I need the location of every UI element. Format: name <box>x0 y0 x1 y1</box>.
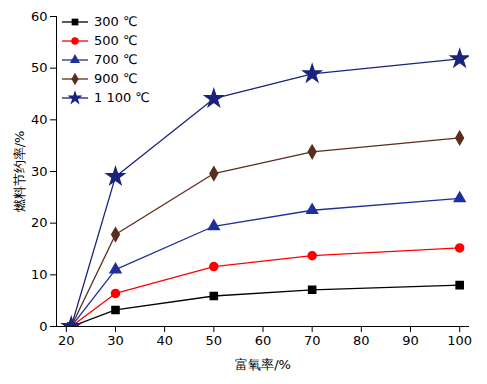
svg-text:90: 90 <box>402 333 419 348</box>
svg-text:10: 10 <box>31 267 48 282</box>
svg-text:60: 60 <box>255 333 272 348</box>
svg-text:30: 30 <box>107 333 124 348</box>
svg-text:80: 80 <box>353 333 370 348</box>
html-text:500 ℃: 500 ℃ <box>94 33 138 48</box>
html-text:700 ℃: 700 ℃ <box>94 52 138 67</box>
svg-text:70: 70 <box>304 333 321 348</box>
svg-text:30: 30 <box>31 164 48 179</box>
svg-text:60: 60 <box>31 9 48 24</box>
svg-text:0: 0 <box>39 319 47 334</box>
svg-text:20: 20 <box>31 215 48 230</box>
html-text:900 ℃: 900 ℃ <box>94 71 138 86</box>
svg-text:50: 50 <box>206 333 223 348</box>
html-text:300 ℃: 300 ℃ <box>94 14 138 29</box>
svg-text:40: 40 <box>156 333 173 348</box>
svg-text:40: 40 <box>31 112 48 127</box>
svg-text:燃料节约率/%: 燃料节约率/% <box>12 131 27 213</box>
html-text:1 100 ℃: 1 100 ℃ <box>94 90 150 105</box>
svg-text:富氧率/%: 富氧率/% <box>235 357 291 372</box>
svg-text:20: 20 <box>58 333 75 348</box>
svg-text:100: 100 <box>447 333 472 348</box>
svg-text:50: 50 <box>31 60 48 75</box>
